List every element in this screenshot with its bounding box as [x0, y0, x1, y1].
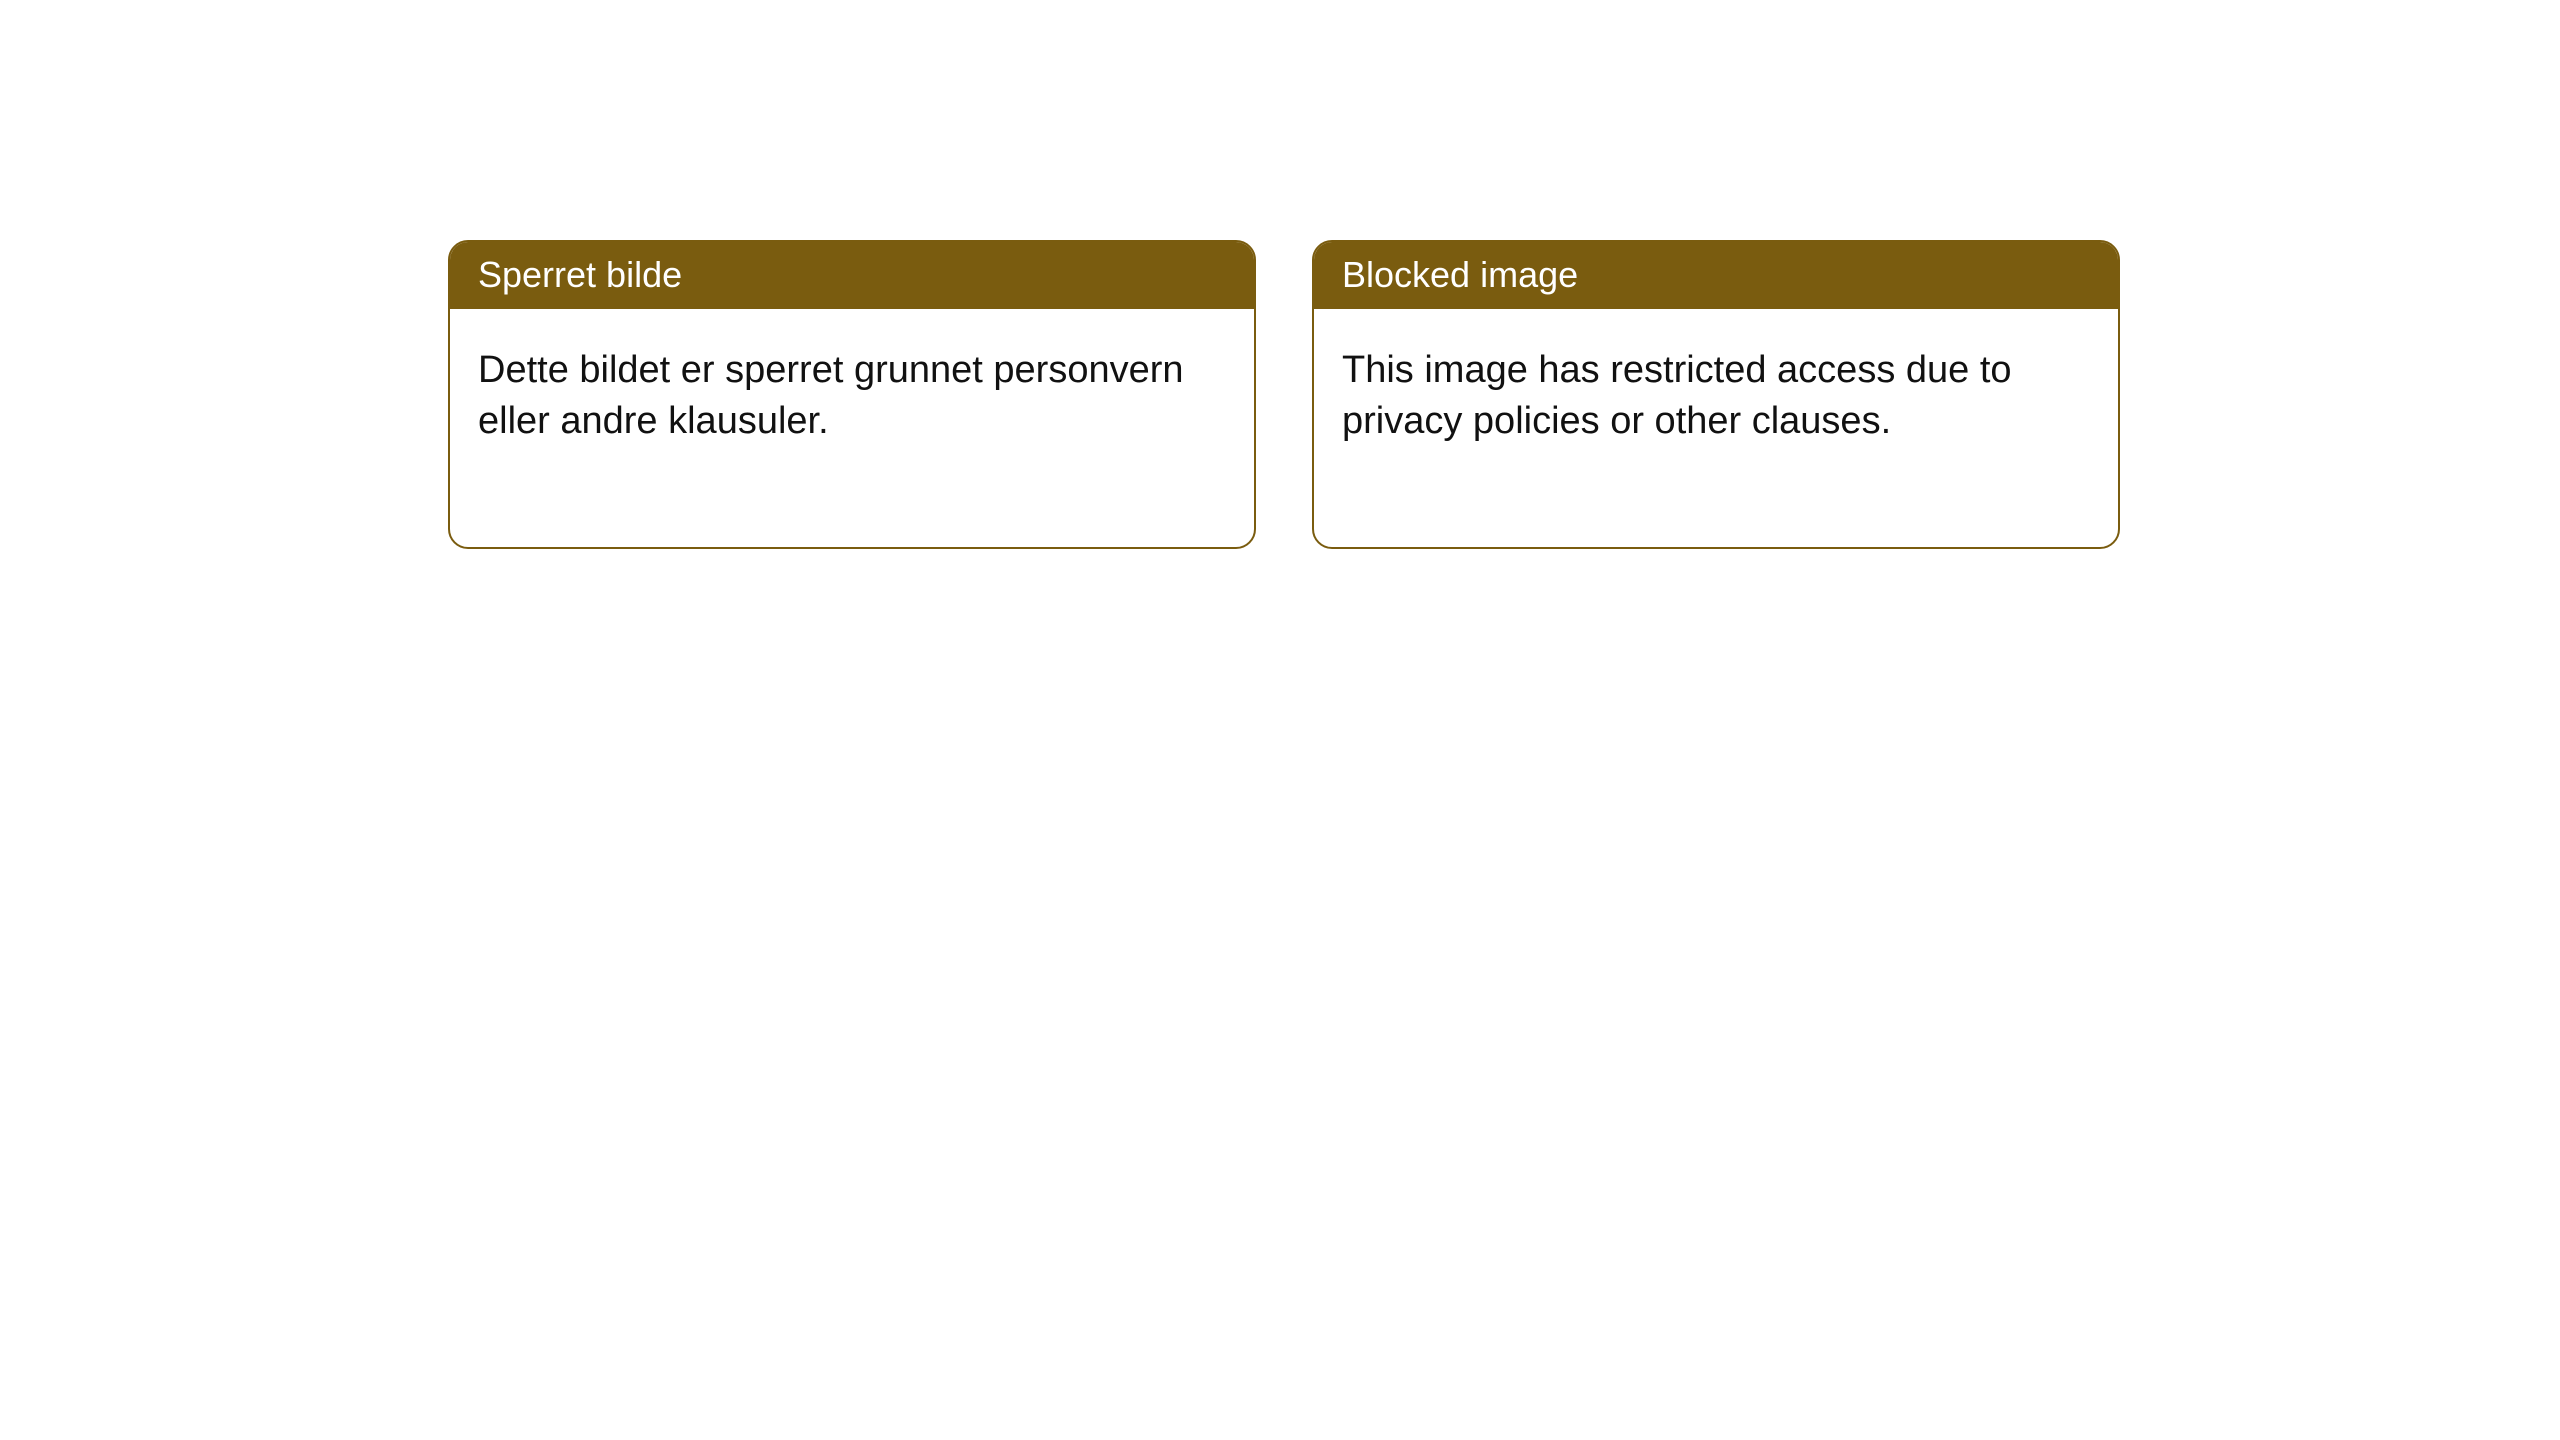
notice-box-english: Blocked image This image has restricted …: [1312, 240, 2120, 549]
notice-container: Sperret bilde Dette bildet er sperret gr…: [0, 0, 2560, 549]
notice-title: Sperret bilde: [450, 242, 1254, 309]
notice-box-norwegian: Sperret bilde Dette bildet er sperret gr…: [448, 240, 1256, 549]
notice-body: Dette bildet er sperret grunnet personve…: [450, 309, 1254, 548]
notice-title: Blocked image: [1314, 242, 2118, 309]
notice-body: This image has restricted access due to …: [1314, 309, 2118, 548]
